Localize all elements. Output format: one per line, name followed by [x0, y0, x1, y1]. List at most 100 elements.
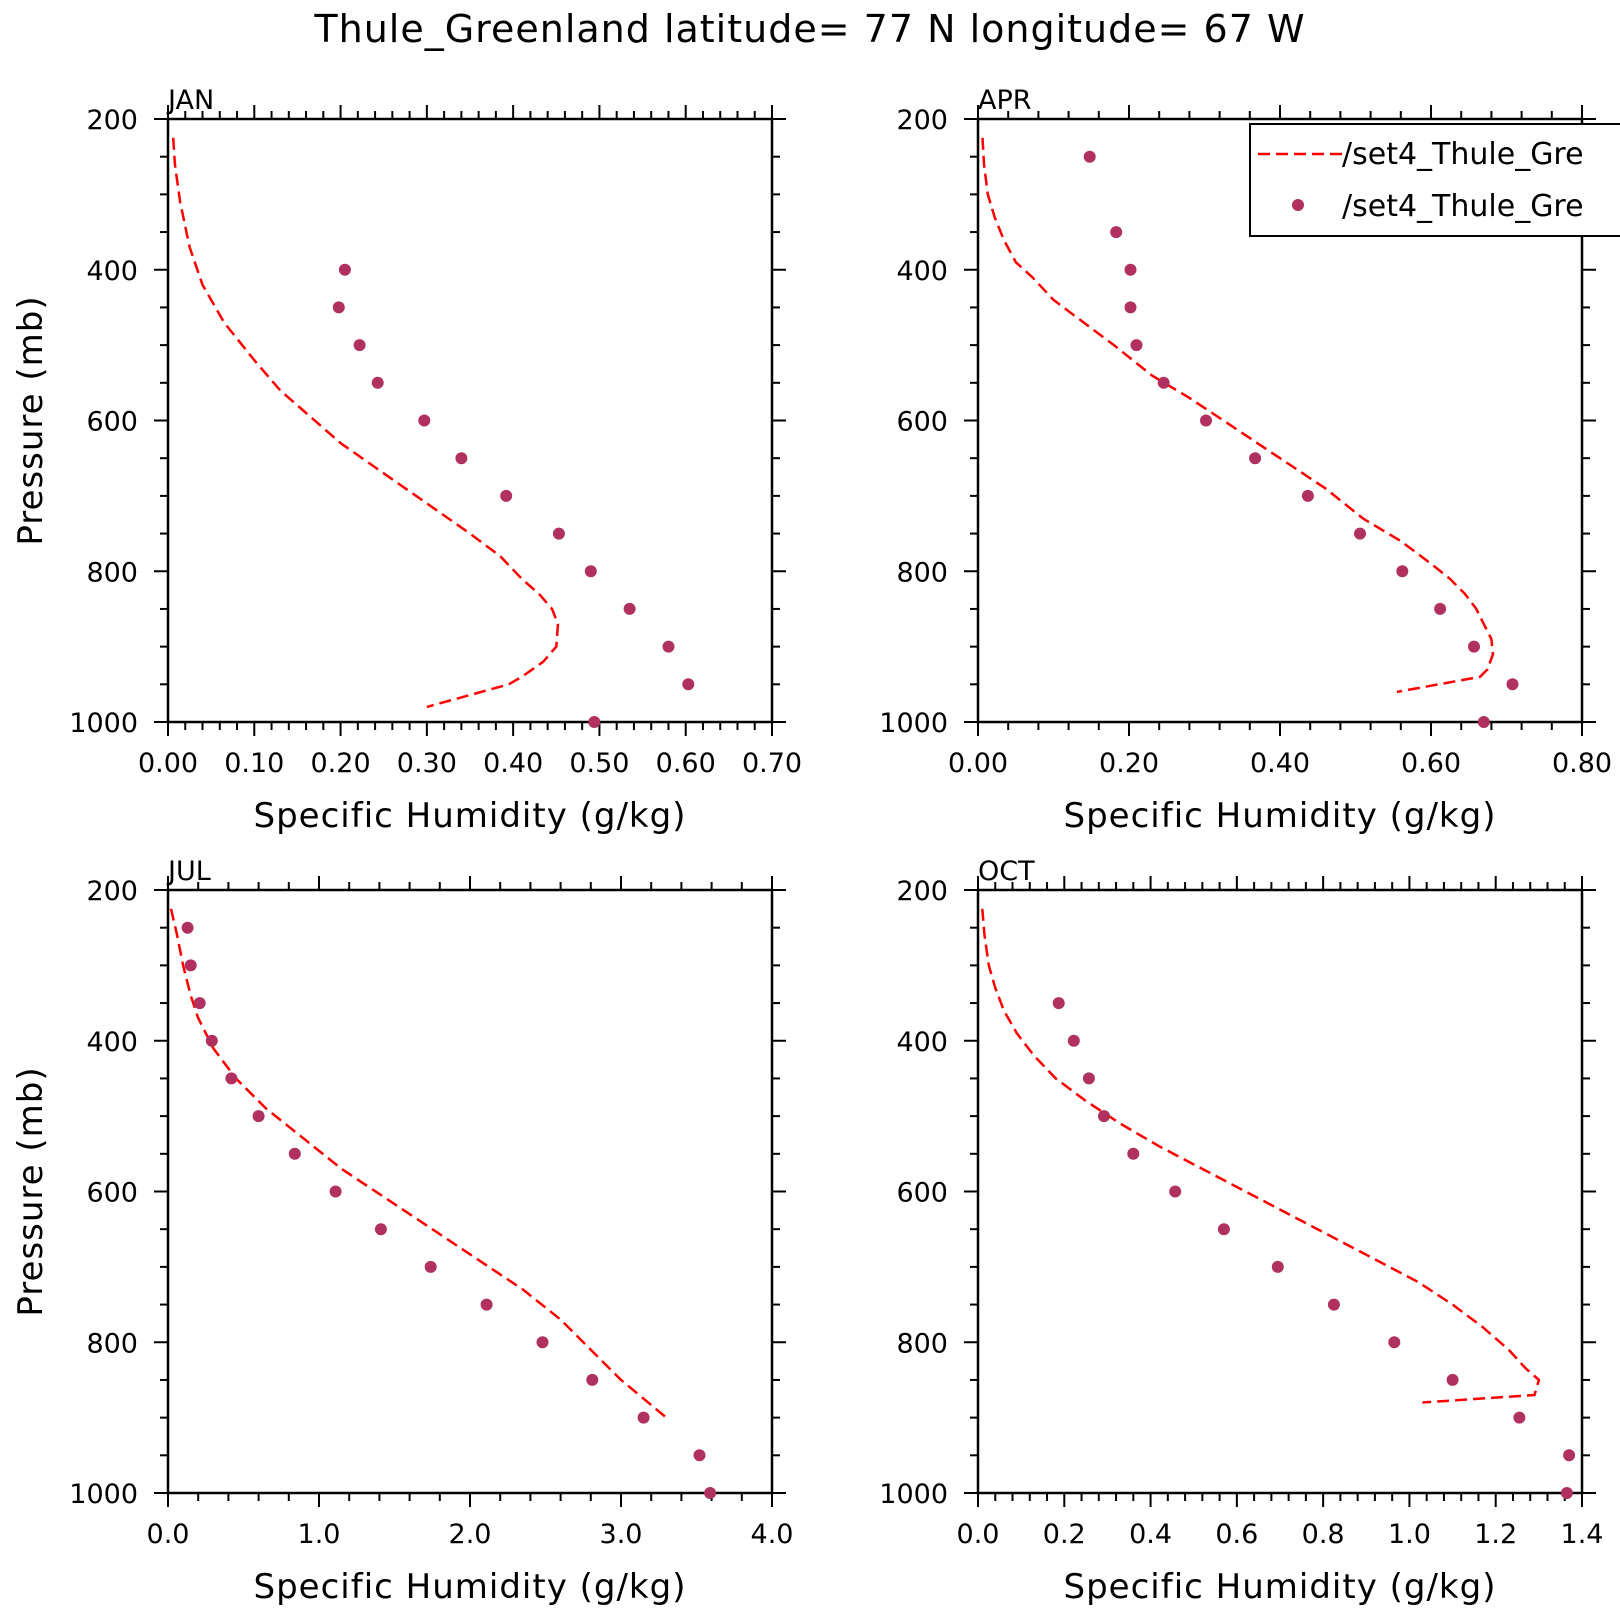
- plot-area: [171, 137, 560, 709]
- y-tick-label: 800: [86, 1328, 138, 1359]
- legend-label-obs: /set4_Thule_Gre: [1342, 189, 1584, 224]
- observation-point: [1271, 1260, 1284, 1273]
- observation-point: [225, 1072, 238, 1085]
- y-tick-label: 200: [896, 105, 948, 136]
- y-axis-label: Pressure (mb): [11, 295, 51, 545]
- x-tick-label: 0.20: [1099, 748, 1159, 779]
- x-tick-label: 0.00: [138, 748, 198, 779]
- panel-label-jul: JUL: [166, 856, 211, 887]
- plot-frame: [166, 117, 774, 724]
- y-tick-label: 400: [896, 1027, 948, 1058]
- x-tick-label: 0.2: [1043, 1519, 1086, 1550]
- observation-point: [480, 1298, 493, 1311]
- observation-point: [1082, 1072, 1095, 1085]
- y-tick-label: 400: [86, 1027, 138, 1058]
- observation-point: [205, 1034, 218, 1047]
- observation-point: [418, 414, 431, 427]
- observation-point: [455, 452, 468, 465]
- observation-point: [662, 640, 675, 653]
- y-tick-label: 200: [86, 105, 138, 136]
- observation-point: [1130, 339, 1143, 352]
- x-tick-label: 4.0: [751, 1519, 794, 1550]
- x-tick-label: 0.60: [1401, 748, 1461, 779]
- observation-point: [193, 997, 206, 1010]
- x-tick-label: 2.0: [449, 1519, 492, 1550]
- observation-point: [252, 1110, 265, 1123]
- x-tick-label: 0.30: [397, 748, 457, 779]
- observation-point: [1468, 640, 1480, 653]
- observation-point: [1327, 1298, 1340, 1311]
- x-tick-label: 1.0: [1388, 1519, 1431, 1550]
- observation-point: [586, 1373, 599, 1386]
- y-tick-label: 200: [896, 876, 948, 907]
- observation-point: [693, 1449, 706, 1462]
- x-tick-label: 0.40: [483, 748, 543, 779]
- x-tick-label: 0.10: [224, 748, 284, 779]
- observation-point: [1127, 1147, 1140, 1160]
- observation-point: [1388, 1336, 1401, 1349]
- observation-point: [682, 678, 695, 691]
- plot-area: [981, 137, 1495, 694]
- observation-point: [1513, 1411, 1526, 1424]
- y-tick-label: 1000: [69, 1479, 138, 1510]
- observation-point: [704, 1487, 717, 1499]
- chart-panel-jan: JAN 0.00 0.10 0.20 0.30 0.40 0.50 0.60 0.70 200 40…: [11, 85, 802, 836]
- observation-point: [1249, 452, 1262, 465]
- y-tick-label: 1000: [69, 708, 138, 739]
- plot-area: [169, 908, 668, 1419]
- y-tick-label: 600: [86, 1178, 138, 1209]
- legend: /set4_Thule_Gre/set4_Thule_Gre: [1249, 123, 1620, 237]
- x-tick-label: 0.8: [1302, 1519, 1345, 1550]
- figure-title: Thule_Greenland latitude= 77 N longitude…: [313, 7, 1305, 51]
- observation-point: [500, 489, 513, 502]
- x-tick-label: 3.0: [600, 1519, 643, 1550]
- y-tick-label: 1000: [879, 1479, 948, 1510]
- x-tick-label: 0.60: [656, 748, 716, 779]
- x-tick-label: 0.50: [569, 748, 629, 779]
- observation-point: [353, 339, 366, 352]
- observation-point: [1052, 997, 1065, 1010]
- observation-point: [338, 263, 351, 276]
- observation-point: [637, 1411, 650, 1424]
- plot-frame: [166, 888, 774, 1495]
- observation-point: [288, 1147, 301, 1160]
- model-profile-line: [171, 137, 560, 709]
- chart-panel-oct: OCT 0.0 0.2 0.4 0.6 0.8 1.0 1.2 1.4 200 400 600 800 1…: [879, 856, 1603, 1607]
- observation-point: [1098, 1110, 1110, 1123]
- x-tick-label: 1.4: [1561, 1519, 1604, 1550]
- y-tick-label: 800: [896, 1328, 948, 1359]
- x-tick-label: 0.00: [948, 748, 1008, 779]
- observation-point: [536, 1336, 549, 1349]
- observation-point: [1124, 263, 1137, 276]
- x-tick-label: 0.6: [1215, 1519, 1258, 1550]
- observation-point: [1506, 678, 1519, 691]
- x-tick-label: 0.0: [957, 1519, 1000, 1550]
- observation-point: [1217, 1223, 1230, 1236]
- observation-point: [1560, 1487, 1573, 1499]
- y-tick-label: 600: [896, 407, 948, 438]
- observation-point: [374, 1223, 387, 1236]
- x-tick-label: 0.0: [147, 1519, 190, 1550]
- x-tick-label: 1.2: [1474, 1519, 1517, 1550]
- observation-point: [1446, 1373, 1459, 1386]
- plot-area: [981, 908, 1541, 1404]
- observation-point: [184, 959, 197, 972]
- observation-point: [1083, 150, 1096, 163]
- y-tick-label: 600: [86, 407, 138, 438]
- model-profile-line: [981, 908, 1541, 1404]
- y-tick-label: 1000: [879, 708, 948, 739]
- x-tick-label: 0.80: [1552, 748, 1612, 779]
- x-tick-label: 0.40: [1250, 748, 1310, 779]
- observation-point: [1301, 489, 1314, 502]
- y-tick-label: 600: [896, 1178, 948, 1209]
- observation-point: [1563, 1449, 1576, 1462]
- observation-point: [1477, 716, 1490, 728]
- x-axis-label: Specific Humidity (g/kg): [254, 796, 687, 836]
- observation-point: [1354, 527, 1366, 540]
- panel-label-oct: OCT: [978, 856, 1035, 887]
- x-axis-label: Specific Humidity (g/kg): [254, 1567, 687, 1607]
- observation-point: [1067, 1034, 1080, 1047]
- x-tick-label: 0.70: [742, 748, 802, 779]
- model-profile-line: [981, 137, 1495, 694]
